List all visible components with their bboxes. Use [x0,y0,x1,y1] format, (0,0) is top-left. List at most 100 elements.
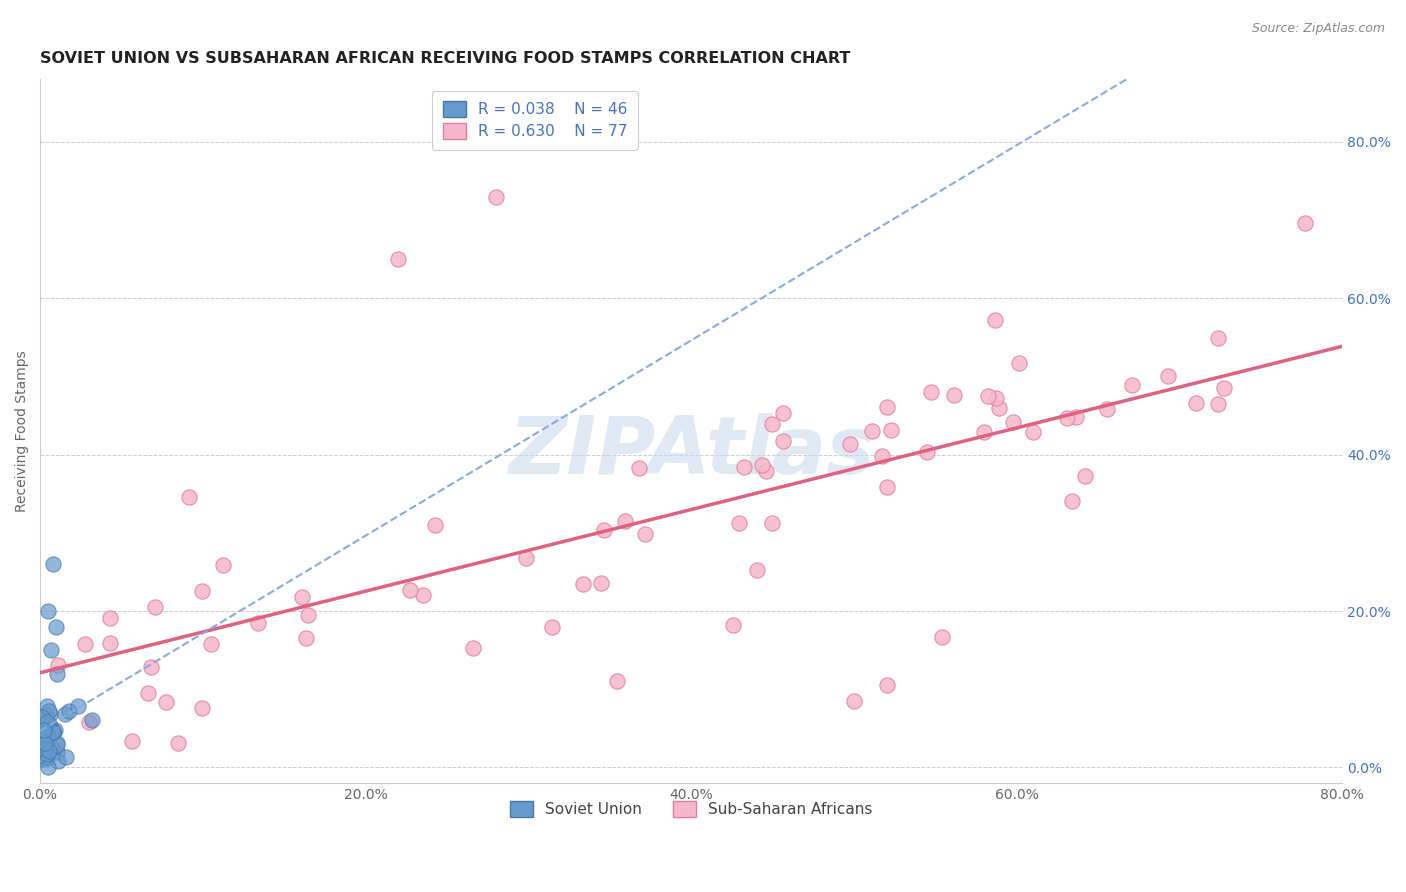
Point [45,736,67,750]
Point [876,480,898,494]
Point [751,458,773,473]
Point [606,674,628,689]
Point [45,666,67,681]
Point [44,723,66,738]
Text: ZIPAtlas: ZIPAtlas [508,413,875,491]
Point [1212,381,1234,395]
Point [141,660,163,674]
Point [34,726,56,740]
Point [42,725,65,739]
Point [880,424,903,438]
Point [121,734,143,748]
Point [1002,416,1025,430]
Y-axis label: Receiving Food Stamps: Receiving Food Stamps [15,351,30,512]
Point [53,706,76,721]
Point [45,738,67,752]
Point [1064,410,1087,425]
Point [592,523,614,537]
Point [42,557,65,571]
Point [39,719,62,733]
Point [1008,356,1031,370]
Point [761,516,783,530]
Point [32,739,55,754]
Point [212,558,235,573]
Point [35,751,58,765]
Point [38,704,60,718]
Point [862,424,884,438]
Point [37,747,59,762]
Point [772,434,794,448]
Point [1056,410,1078,425]
Point [75,637,97,651]
Point [915,445,938,459]
Point [37,739,59,753]
Point [35,719,58,733]
Point [291,590,314,604]
Point [1062,494,1084,508]
Point [46,745,69,759]
Point [38,717,60,731]
Point [627,461,650,475]
Point [463,640,485,655]
Point [58,704,80,718]
Point [32,723,55,737]
Point [37,728,59,742]
Point [986,391,1008,405]
Point [515,550,537,565]
Point [772,406,794,420]
Point [136,686,159,700]
Point [931,631,953,645]
Point [31,710,53,724]
Point [155,694,177,708]
Point [942,388,965,402]
Text: SOVIET UNION VS SUBSAHARAN AFRICAN RECEIVING FOOD STAMPS CORRELATION CHART: SOVIET UNION VS SUBSAHARAN AFRICAN RECEI… [41,51,851,66]
Point [42,724,65,739]
Point [45,620,67,634]
Point [1208,397,1230,411]
Point [143,599,166,614]
Point [46,657,69,672]
Point [485,189,508,203]
Point [1022,425,1045,440]
Point [37,698,59,713]
Point [747,563,769,577]
Point [55,750,77,764]
Point [634,526,657,541]
Point [39,707,62,722]
Point [80,713,103,727]
Point [839,437,862,451]
Point [166,736,188,750]
Point [42,726,65,740]
Point [572,577,595,591]
Point [614,514,637,528]
Point [920,384,942,399]
Point [423,518,446,533]
Point [1073,469,1095,483]
Point [761,417,783,431]
Point [728,516,751,531]
Point [1208,331,1230,345]
Point [46,754,69,768]
Point [541,620,564,634]
Point [35,708,58,723]
Point [1185,395,1208,409]
Point [31,740,53,755]
Point [387,252,409,267]
Point [987,401,1010,415]
Point [721,618,744,632]
Point [200,637,222,651]
Point [872,449,894,463]
Point [98,636,121,650]
Point [41,740,63,755]
Point [39,643,62,657]
Text: Source: ZipAtlas.com: Source: ZipAtlas.com [1251,22,1385,36]
Point [297,607,319,622]
Point [1121,377,1143,392]
Point [37,738,59,752]
Point [38,744,60,758]
Point [984,313,1007,327]
Point [973,425,995,439]
Point [755,464,778,478]
Point [191,701,214,715]
Point [31,752,53,766]
